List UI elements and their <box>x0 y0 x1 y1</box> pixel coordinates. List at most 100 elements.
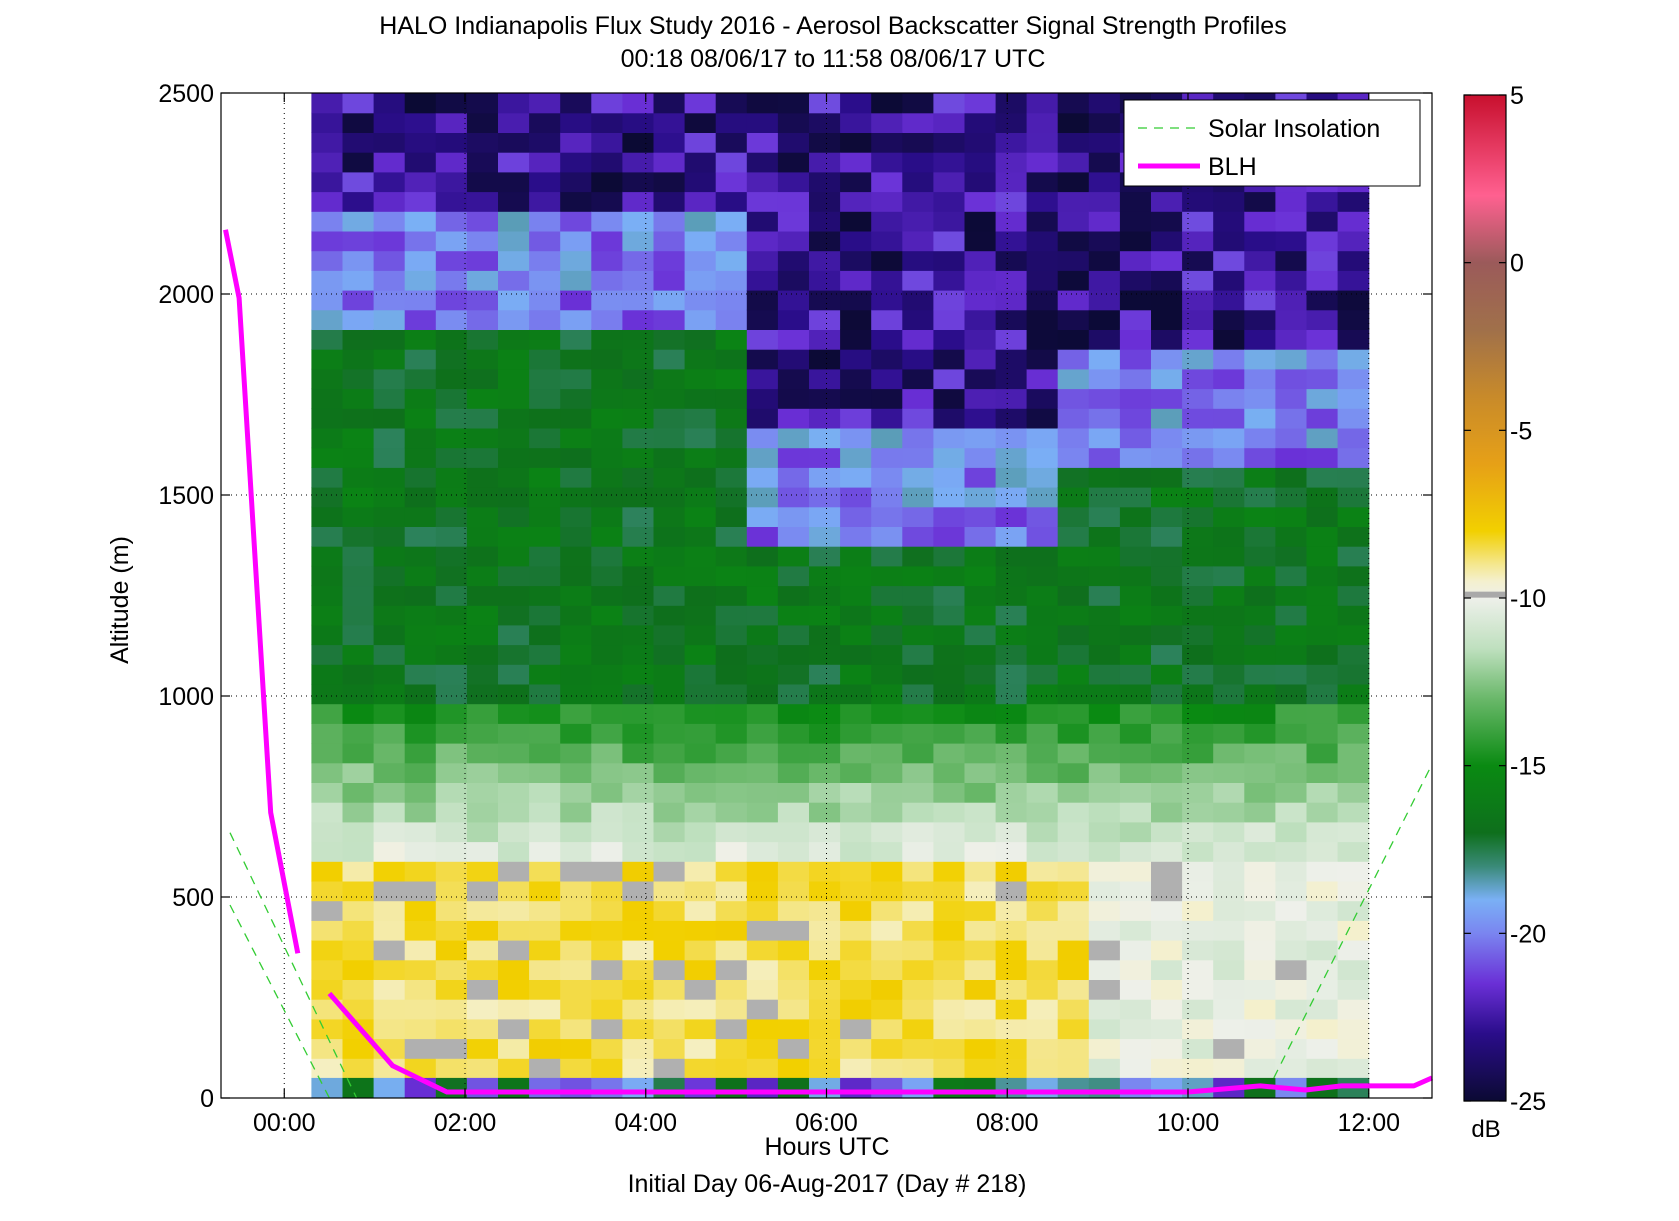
heatmap-cell <box>1275 743 1308 764</box>
heatmap-cell <box>995 880 1028 902</box>
heatmap-cell <box>1244 487 1276 508</box>
heatmap-cell <box>715 1018 748 1040</box>
heatmap-cell <box>1337 211 1370 232</box>
x-axis-label: Hours UTC <box>764 1133 889 1161</box>
heatmap-cell <box>902 624 934 646</box>
heatmap-cell <box>809 743 841 764</box>
heatmap-cell <box>1088 487 1121 508</box>
heatmap-cell <box>746 526 779 547</box>
heatmap-cell <box>964 230 997 252</box>
heatmap-cell <box>715 1038 748 1059</box>
heatmap-cell <box>498 250 530 271</box>
heatmap-cell <box>840 112 872 133</box>
colorbar-tick-label: 5 <box>1510 82 1524 110</box>
heatmap-cell <box>871 1018 903 1040</box>
heatmap-cell <box>1026 1038 1059 1059</box>
heatmap-cell <box>591 447 623 468</box>
heatmap-cell <box>373 841 406 862</box>
heatmap-cell <box>1337 230 1370 252</box>
heatmap-cell <box>1026 93 1059 114</box>
heatmap-cell <box>777 506 810 527</box>
heatmap-cell <box>871 270 903 291</box>
heatmap-cell <box>466 743 499 764</box>
heatmap-cell <box>466 723 499 744</box>
heatmap-cell <box>1088 624 1121 646</box>
heatmap-cell <box>498 683 530 705</box>
heatmap-cell <box>591 427 623 449</box>
heatmap-cell <box>902 565 934 587</box>
heatmap-cell <box>622 683 655 705</box>
heatmap-cell <box>560 743 592 764</box>
heatmap-cell <box>1151 487 1183 508</box>
heatmap-cell <box>653 940 686 961</box>
heatmap-cell <box>498 664 530 685</box>
heatmap-cell <box>1151 683 1183 705</box>
heatmap-cell <box>560 664 592 685</box>
heatmap-cell <box>871 999 903 1020</box>
heatmap-cell <box>498 585 530 606</box>
heatmap-cell <box>1244 290 1276 311</box>
heatmap-cell <box>466 683 499 705</box>
heatmap-cell <box>902 487 934 508</box>
heatmap-cell <box>342 644 375 665</box>
heatmap-cell <box>1244 368 1276 390</box>
heatmap-cell <box>715 1058 748 1079</box>
heatmap-cell <box>466 191 499 212</box>
heatmap-cell <box>622 408 655 429</box>
heatmap-cell <box>404 546 437 567</box>
heatmap-cell <box>964 467 997 488</box>
heatmap-cell <box>809 93 841 114</box>
heatmap-cell <box>404 979 437 1000</box>
heatmap-cell <box>1275 900 1308 921</box>
heatmap-cell <box>933 664 966 685</box>
heatmap-cell <box>1057 132 1090 153</box>
heatmap-cell <box>964 1038 997 1059</box>
heatmap-cell <box>404 250 437 271</box>
heatmap-cell <box>404 408 437 429</box>
heatmap-cell <box>809 664 841 685</box>
heatmap-cell <box>529 191 561 212</box>
heatmap-cell <box>1213 920 1245 941</box>
heatmap-cell <box>715 270 748 291</box>
heatmap-cell <box>591 93 623 114</box>
heatmap-cell <box>466 388 499 409</box>
heatmap-cell <box>777 487 810 508</box>
heatmap-cell <box>1213 250 1245 271</box>
heatmap-cell <box>840 171 872 193</box>
heatmap-cell <box>746 1058 779 1079</box>
heatmap-cell <box>1182 250 1214 271</box>
heatmap-cell <box>1275 1058 1308 1079</box>
heatmap-cell <box>1151 230 1183 252</box>
heatmap-cell <box>1182 211 1214 232</box>
heatmap-cell <box>342 782 375 803</box>
heatmap-cell <box>746 546 779 567</box>
heatmap-cell <box>1182 999 1214 1020</box>
heatmap-cell <box>1337 683 1370 705</box>
heatmap-cell <box>1151 959 1183 980</box>
heatmap-cell <box>1088 368 1121 390</box>
heatmap-cell <box>1306 605 1339 626</box>
heatmap-cell <box>404 821 437 843</box>
heatmap-cell <box>560 309 592 330</box>
heatmap-cell <box>1119 664 1152 685</box>
heatmap-cell <box>746 487 779 508</box>
colorbar-unit: dB <box>1471 1116 1500 1143</box>
heatmap-cell <box>498 546 530 567</box>
heatmap-cell <box>1275 329 1308 350</box>
heatmap-cell <box>964 940 997 961</box>
heatmap-cell <box>1213 526 1245 547</box>
heatmap-cell <box>809 388 841 409</box>
y-tick-label: 500 <box>172 884 214 912</box>
heatmap-cell <box>1244 762 1276 783</box>
heatmap-cell <box>653 526 686 547</box>
heatmap-cell <box>1057 821 1090 843</box>
heatmap-cell <box>871 1058 903 1079</box>
heatmap-cell <box>373 250 406 271</box>
heatmap-cell <box>591 329 623 350</box>
heatmap-cell <box>1213 230 1245 252</box>
heatmap-cell <box>1306 408 1339 429</box>
heatmap-cell <box>653 743 686 764</box>
heatmap-cell <box>777 427 810 449</box>
heatmap-cell <box>1244 841 1276 862</box>
heatmap-cell <box>777 526 810 547</box>
